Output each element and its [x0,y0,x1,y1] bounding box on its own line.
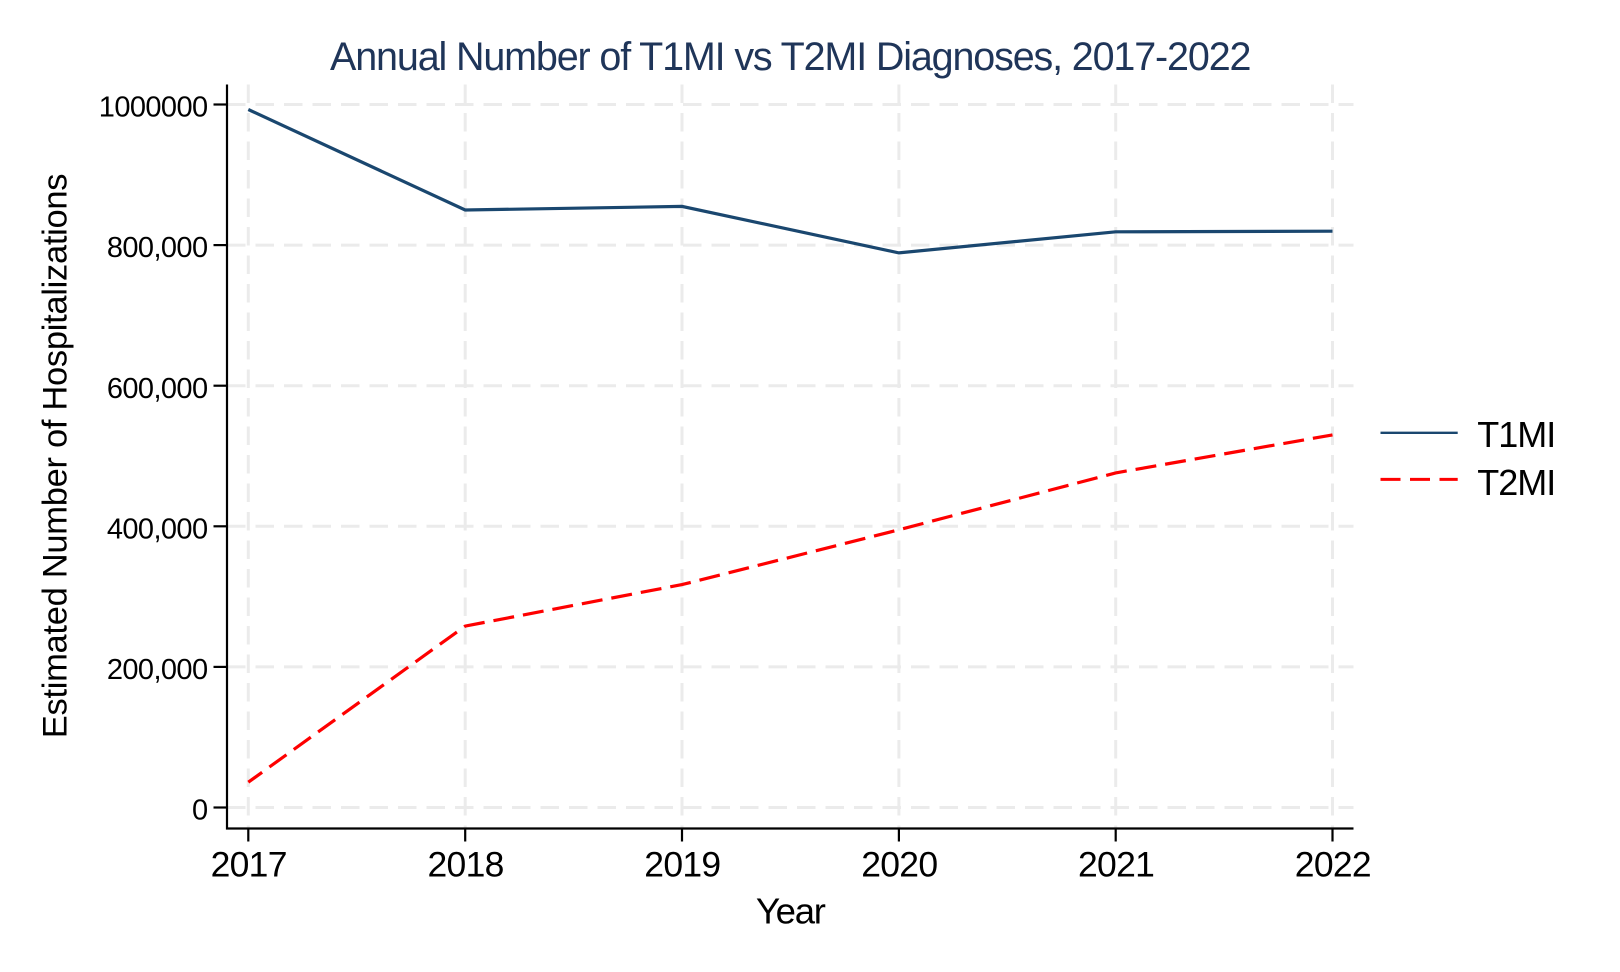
svg-text:200,000: 200,000 [107,654,208,686]
svg-text:400,000: 400,000 [107,513,208,545]
svg-text:2017: 2017 [211,844,287,884]
svg-text:T2MI: T2MI [1477,462,1555,503]
svg-text:2018: 2018 [428,844,504,884]
svg-text:800,000: 800,000 [107,232,208,264]
svg-text:Estimated Number of Hospitaliz: Estimated Number of Hospitalizations [36,174,74,738]
svg-text:2021: 2021 [1078,844,1154,884]
svg-text:2019: 2019 [644,844,720,884]
svg-text:2022: 2022 [1295,844,1371,884]
svg-text:T1MI: T1MI [1477,414,1555,455]
svg-text:600,000: 600,000 [107,373,208,405]
svg-text:Year: Year [756,891,826,932]
svg-text:2020: 2020 [861,844,937,884]
svg-text:0: 0 [192,795,208,827]
svg-text:1000000: 1000000 [99,92,208,124]
svg-text:Annual Number of T1MI vs T2MI: Annual Number of T1MI vs T2MI Diagnoses,… [330,35,1250,79]
